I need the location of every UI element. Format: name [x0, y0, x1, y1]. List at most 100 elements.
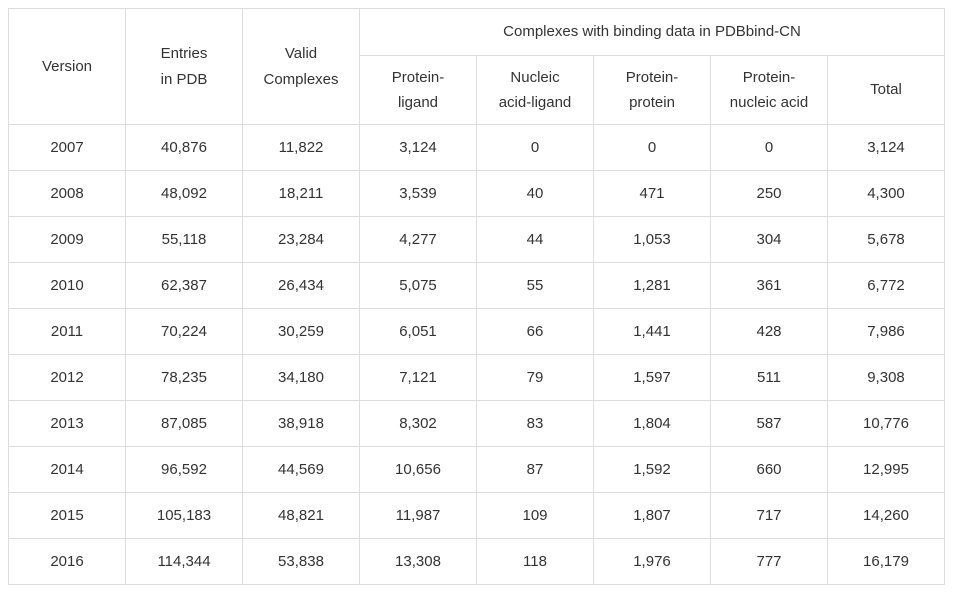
table-cell: 38,918 — [242, 400, 360, 447]
table-cell: 9,308 — [827, 354, 945, 401]
table-cell: 2014 — [8, 446, 126, 493]
table-cell: 471 — [593, 170, 711, 217]
table-cell: 361 — [710, 262, 828, 309]
table-cell: 96,592 — [125, 446, 243, 493]
table-cell: 2011 — [8, 308, 126, 355]
table-cell: 48,092 — [125, 170, 243, 217]
table-cell: 87 — [476, 446, 594, 493]
table-cell: 1,976 — [593, 538, 711, 585]
table-cell: 428 — [710, 308, 828, 355]
table-cell: 66 — [476, 308, 594, 355]
table-cell: 26,434 — [242, 262, 360, 309]
table-cell: 2016 — [8, 538, 126, 585]
table-cell: 1,597 — [593, 354, 711, 401]
table-cell: 5,678 — [827, 216, 945, 263]
table-cell: 2010 — [8, 262, 126, 309]
table-cell: 16,179 — [827, 538, 945, 585]
table-cell: 5,075 — [359, 262, 477, 309]
table-cell: 55,118 — [125, 216, 243, 263]
table-cell: 2012 — [8, 354, 126, 401]
table-cell: 4,277 — [359, 216, 477, 263]
table-cell: 717 — [710, 492, 828, 539]
table-cell: 109 — [476, 492, 594, 539]
table-cell: 105,183 — [125, 492, 243, 539]
table-cell: 7,986 — [827, 308, 945, 355]
table-cell: 2015 — [8, 492, 126, 539]
col-header-valid-complexes: Valid Complexes — [242, 8, 360, 125]
table-cell: 3,124 — [359, 124, 477, 171]
table-cell: 10,776 — [827, 400, 945, 447]
table-cell: 48,821 — [242, 492, 360, 539]
table-cell: 250 — [710, 170, 828, 217]
table-cell: 23,284 — [242, 216, 360, 263]
table-cell: 55 — [476, 262, 594, 309]
col-header-nucleic-acid-ligand: Nucleic acid-ligand — [476, 55, 594, 125]
table-cell: 0 — [710, 124, 828, 171]
table-cell: 44,569 — [242, 446, 360, 493]
table-cell: 78,235 — [125, 354, 243, 401]
table-cell: 53,838 — [242, 538, 360, 585]
table-cell: 4,300 — [827, 170, 945, 217]
table-row: 2015 105,183 48,821 11,987 109 1,807 717 14,260 — [8, 492, 945, 539]
table-cell: 30,259 — [242, 308, 360, 355]
table-cell: 3,124 — [827, 124, 945, 171]
table-cell: 34,180 — [242, 354, 360, 401]
table-cell: 44 — [476, 216, 594, 263]
table-cell: 1,592 — [593, 446, 711, 493]
table-cell: 304 — [710, 216, 828, 263]
table-cell: 8,302 — [359, 400, 477, 447]
table-cell: 70,224 — [125, 308, 243, 355]
table-cell: 12,995 — [827, 446, 945, 493]
table-cell: 1,807 — [593, 492, 711, 539]
table-cell: 1,281 — [593, 262, 711, 309]
table-cell: 18,211 — [242, 170, 360, 217]
table-cell: 660 — [710, 446, 828, 493]
table-cell: 0 — [593, 124, 711, 171]
header-row-sub: Protein- ligand Nucleic acid-ligand Prot… — [9, 55, 945, 125]
group-header-binding-data: Complexes with binding data in PDBbind-C… — [359, 8, 945, 56]
table-cell: 1,053 — [593, 216, 711, 263]
table-cell: 587 — [710, 400, 828, 447]
col-header-entries-in-pdb: Entries in PDB — [125, 8, 243, 125]
pdbbind-stats-table: Version Entries in PDB Valid Complexes C… — [8, 8, 945, 585]
table-body: 2007 40,876 11,822 3,124 0 0 0 3,124 2008 48,092 1… — [8, 124, 945, 585]
col-header-protein-nucleic-acid: Protein- nucleic acid — [710, 55, 828, 125]
table-row: 2010 62,387 26,434 5,075 55 1,281 361 6,772 — [8, 262, 945, 309]
col-header-version: Version — [8, 8, 126, 125]
table-row: 2013 87,085 38,918 8,302 83 1,804 587 10,776 — [8, 400, 945, 447]
table-row: 2016 114,344 53,838 13,308 118 1,976 777 16,179 — [8, 538, 945, 585]
table-cell: 118 — [476, 538, 594, 585]
table-cell: 1,804 — [593, 400, 711, 447]
table-cell: 1,441 — [593, 308, 711, 355]
table-cell: 6,051 — [359, 308, 477, 355]
table-cell: 11,822 — [242, 124, 360, 171]
table-cell: 87,085 — [125, 400, 243, 447]
table-cell: 6,772 — [827, 262, 945, 309]
table-row: 2008 48,092 18,211 3,539 40 471 250 4,300 — [8, 170, 945, 217]
table-cell: 2007 — [8, 124, 126, 171]
table-cell: 79 — [476, 354, 594, 401]
table-cell: 2008 — [8, 170, 126, 217]
col-header-total: Total — [827, 55, 945, 125]
table-cell: 40,876 — [125, 124, 243, 171]
table-cell: 62,387 — [125, 262, 243, 309]
table-row: 2012 78,235 34,180 7,121 79 1,597 511 9,308 — [8, 354, 945, 401]
table-cell: 14,260 — [827, 492, 945, 539]
table-cell: 7,121 — [359, 354, 477, 401]
table-row: 2007 40,876 11,822 3,124 0 0 0 3,124 — [8, 124, 945, 171]
table-cell: 511 — [710, 354, 828, 401]
table-cell: 40 — [476, 170, 594, 217]
table-cell: 83 — [476, 400, 594, 447]
table-cell: 10,656 — [359, 446, 477, 493]
table-cell: 11,987 — [359, 492, 477, 539]
col-header-protein-ligand: Protein- ligand — [359, 55, 477, 125]
header-row-top: Version Entries in PDB Valid Complexes C… — [8, 8, 945, 125]
table-row: 2011 70,224 30,259 6,051 66 1,441 428 7,986 — [8, 308, 945, 355]
table-cell: 114,344 — [125, 538, 243, 585]
col-header-protein-protein: Protein- protein — [593, 55, 711, 125]
table-cell: 2009 — [8, 216, 126, 263]
table-cell: 13,308 — [359, 538, 477, 585]
table-cell: 777 — [710, 538, 828, 585]
table-cell: 3,539 — [359, 170, 477, 217]
